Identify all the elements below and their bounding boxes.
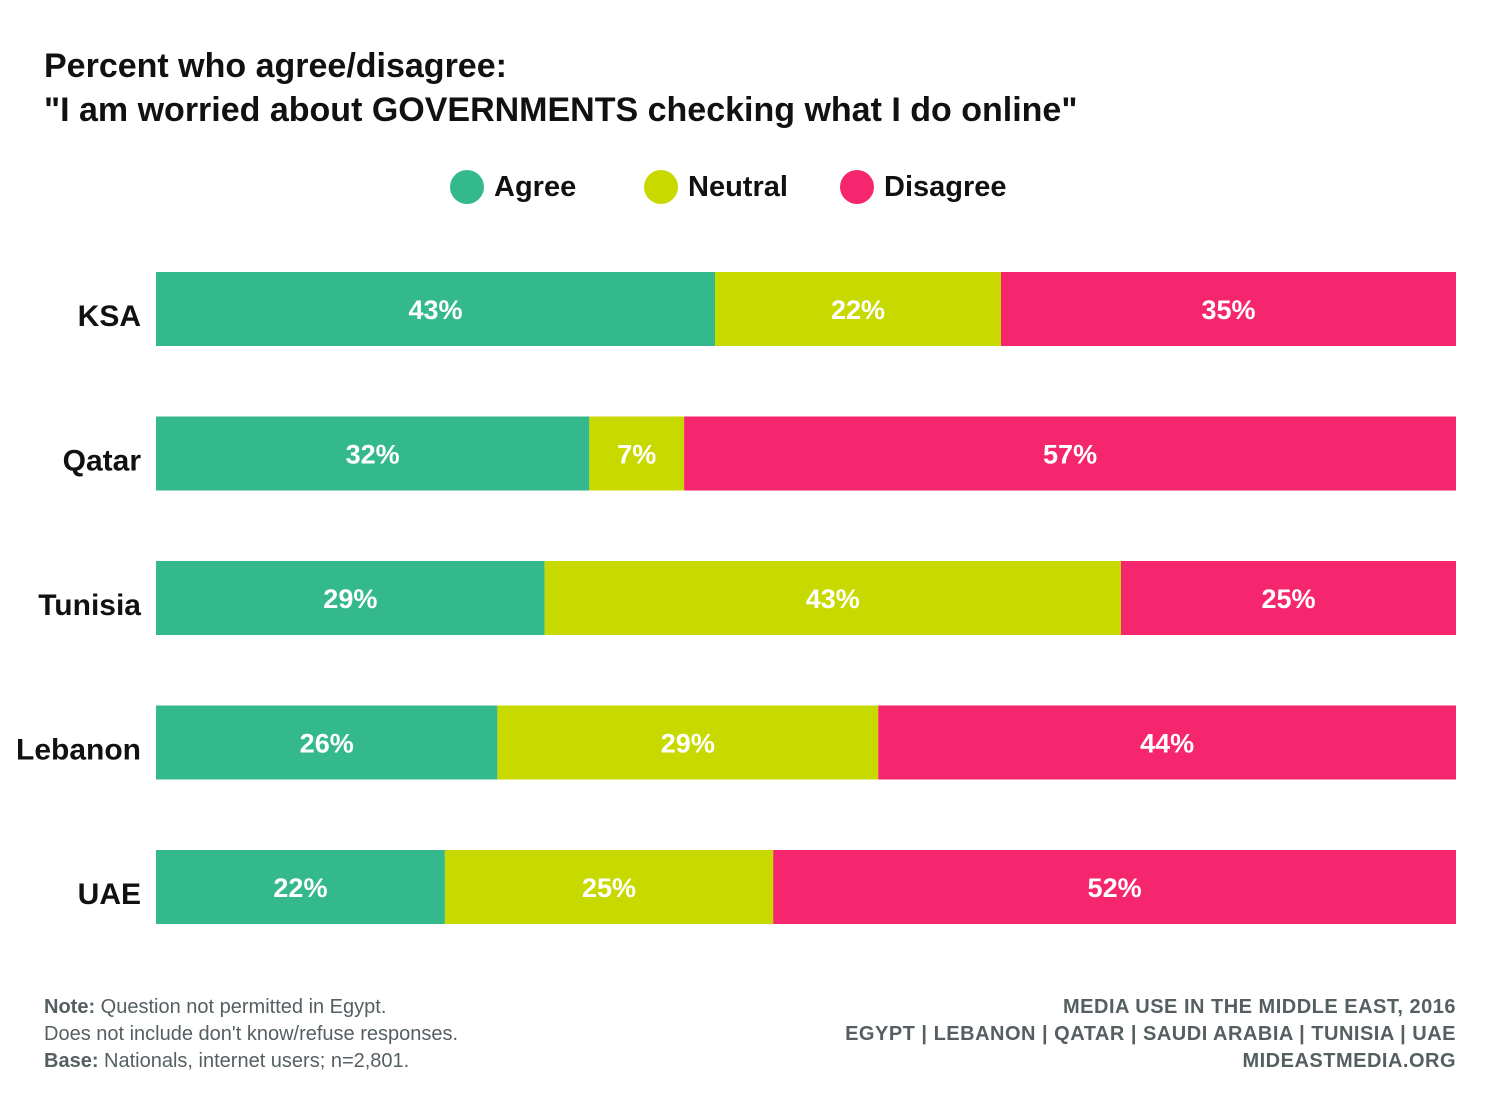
bar-ksa-neutral [715, 272, 1001, 346]
data-label-tunisia-agree: 29% [323, 584, 377, 614]
base-text: Nationals, internet users; n=2,801. [104, 1050, 410, 1072]
category-label-lebanon: Lebanon [16, 734, 141, 767]
bar-tunisia-disagree [1120, 561, 1456, 635]
note-label: Note: [44, 996, 96, 1018]
bar-lebanon-agree [156, 705, 498, 780]
legend-item-neutral: Neutral [644, 164, 788, 210]
bar-ksa-disagree [1001, 272, 1456, 346]
source-credit: MEDIA USE IN THE MIDDLE EAST, 2016 EGYPT… [845, 994, 1456, 1075]
bar-uae-agree [156, 850, 445, 924]
data-label-qatar-disagree: 57% [1043, 440, 1097, 470]
bar-lebanon-neutral [497, 705, 879, 780]
chart-title-line2: "I am worried about GOVERNMENTS checking… [44, 91, 1078, 129]
data-label-uae-neutral: 25% [582, 873, 636, 903]
source-line-1: MEDIA USE IN THE MIDDLE EAST, 2016 [1063, 996, 1456, 1018]
legend: Agree Neutral Disagree [0, 164, 1500, 210]
footnotes: Note: Question not permitted in Egypt. D… [44, 994, 458, 1075]
data-label-ksa-disagree: 35% [1201, 295, 1255, 325]
stacked-bar-chart: KSA 43% 22% 35% Qatar 32% 7% 57% Tunisia 29% 43% 25… [16, 272, 1456, 924]
data-label-lebanon-agree: 26% [300, 729, 354, 759]
data-label-lebanon-disagree: 44% [1140, 729, 1194, 759]
base-line: Base: Nationals, internet users; n=2,801… [44, 1048, 458, 1075]
data-label-qatar-agree: 32% [346, 440, 400, 470]
bar-ksa-agree [156, 272, 715, 346]
bar-qatar-neutral [589, 416, 685, 491]
bar-uae-neutral [444, 850, 774, 924]
source-line-2: EGYPT | LEBANON | QATAR | SAUDI ARABIA |… [845, 1023, 1456, 1045]
data-label-uae-disagree: 52% [1088, 873, 1142, 903]
category-label-ksa: KSA [78, 300, 141, 333]
category-label-uae: UAE [78, 878, 141, 911]
bar-qatar-agree [156, 416, 590, 491]
legend-item-agree: Agree [450, 164, 576, 210]
bar-lebanon-disagree [878, 705, 1456, 780]
base-label: Base: [44, 1050, 99, 1072]
bar-uae-disagree [773, 850, 1456, 924]
legend-label-disagree: Disagree [884, 170, 1007, 203]
data-label-lebanon-neutral: 29% [661, 729, 715, 759]
chart-title-line1: Percent who agree/disagree: [44, 47, 507, 85]
legend-swatch-neutral [644, 170, 678, 204]
note-text: Question not permitted in Egypt. [100, 996, 387, 1018]
bar-tunisia-neutral [544, 561, 1121, 635]
data-label-tunisia-neutral: 43% [806, 584, 860, 614]
category-label-qatar: Qatar [63, 445, 142, 478]
data-label-uae-agree: 22% [273, 873, 327, 903]
note-line-2: Does not include don't know/refuse respo… [44, 1023, 459, 1045]
bar-tunisia-agree [156, 561, 545, 635]
data-label-qatar-neutral: 7% [617, 440, 656, 470]
legend-swatch-disagree [840, 170, 874, 204]
legend-swatch-agree [450, 170, 484, 204]
chart-title: Percent who agree/disagree: "I am worrie… [44, 44, 1077, 132]
data-label-ksa-neutral: 22% [831, 295, 885, 325]
legend-label-agree: Agree [494, 170, 577, 203]
category-label-tunisia: Tunisia [38, 589, 141, 622]
legend-label-neutral: Neutral [688, 170, 788, 203]
data-label-tunisia-disagree: 25% [1261, 584, 1315, 614]
source-line-3: MIDEASTMEDIA.ORG [1242, 1050, 1456, 1072]
note-line: Note: Question not permitted in Egypt. [44, 994, 458, 1021]
data-label-ksa-agree: 43% [408, 295, 462, 325]
bar-qatar-disagree [684, 416, 1456, 491]
legend-item-disagree: Disagree [840, 164, 1007, 210]
